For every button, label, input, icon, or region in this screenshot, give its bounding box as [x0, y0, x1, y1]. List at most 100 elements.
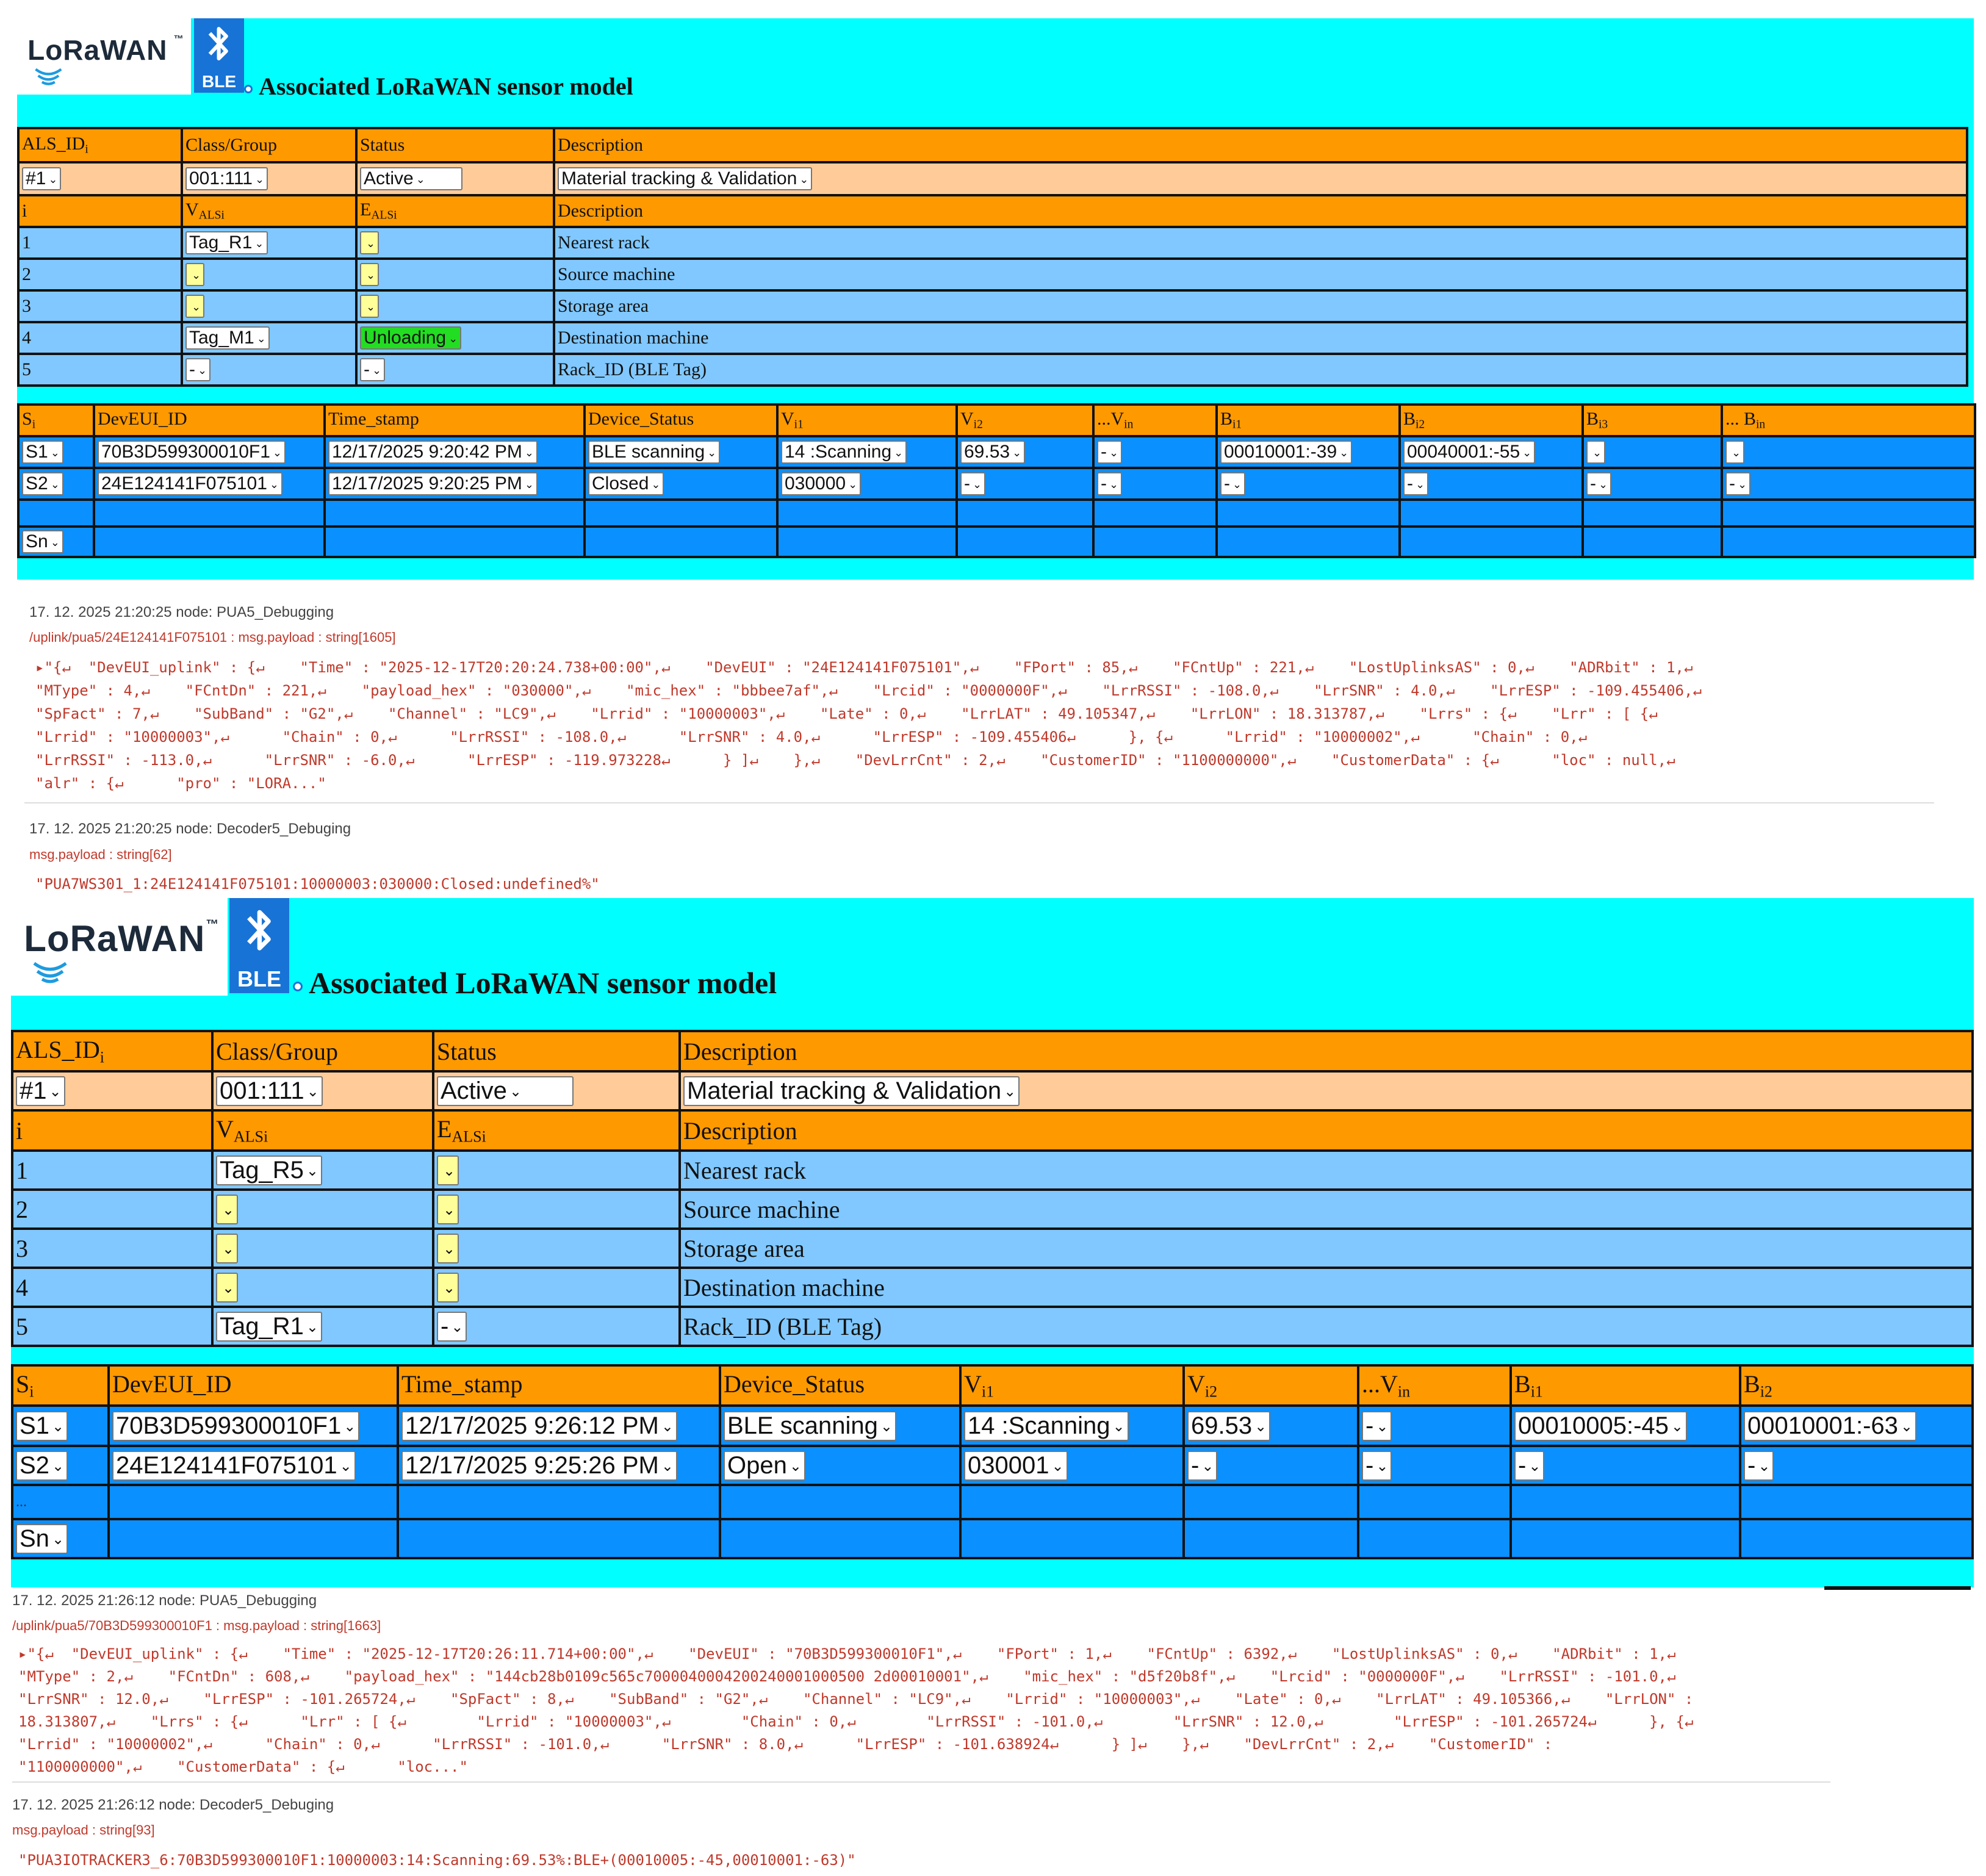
var-index-cell: 1: [17, 226, 183, 260]
sensor-field-select-value: Closed: [592, 473, 649, 494]
var-v-select[interactable]: ⌄: [216, 1194, 239, 1224]
sensor-field-select[interactable]: - ⌄: [1187, 1450, 1218, 1481]
sensor-field-select[interactable]: 69.53 ⌄: [1187, 1411, 1271, 1441]
sensor-field-select[interactable]: 00010001:-63 ⌄: [1744, 1411, 1917, 1441]
als-header-label: Description: [558, 135, 643, 155]
sensor-field-select[interactable]: 12/17/2025 9:20:42 PM ⌄: [328, 440, 538, 464]
var-v-select[interactable]: Tag_R1 ⌄: [216, 1311, 322, 1342]
panel-bottom: LoRaWAN ™ BLE Associated LoRaWAN sensor …: [11, 898, 1974, 1587]
sensor-field-select[interactable]: 70B3D599300010F1 ⌄: [112, 1411, 360, 1441]
sensor-field-select[interactable]: S2 ⌄: [16, 1450, 68, 1481]
var-header-i-label: i: [22, 201, 27, 221]
var-v-select[interactable]: ⌄: [185, 263, 205, 286]
debug-log-payload[interactable]: "PUA3IOTRACKER3_6:70B3D599300010F1:10000…: [18, 1849, 856, 1872]
sensor-field-select[interactable]: 69.53 ⌄: [960, 440, 1026, 464]
var-v-cell: Tag_R1 ⌄: [211, 1306, 434, 1347]
var-v-cell: ⌄: [211, 1227, 434, 1269]
sensor-select[interactable]: Sn ⌄: [22, 530, 63, 553]
sensor-cell: [1581, 525, 1723, 558]
var-v-select[interactable]: ⌄: [216, 1272, 239, 1303]
sensor-field-select[interactable]: - ⌄: [1362, 1411, 1392, 1441]
sensor-field-select[interactable]: 14 :Scanning ⌄: [964, 1411, 1129, 1441]
debug-log-payload[interactable]: ▸"{↵ "DevEUI_uplink" : {↵ "Time" : "2025…: [18, 1643, 1693, 1778]
var-e-select[interactable]: ⌄: [360, 231, 380, 254]
sensor-field-select[interactable]: 14 :Scanning ⌄: [781, 440, 907, 464]
var-e-select[interactable]: ⌄: [360, 263, 380, 286]
var-e-select-value: Unloading: [364, 328, 447, 348]
sensor-field-select[interactable]: - ⌄: [1586, 472, 1612, 495]
class-group-select[interactable]: 001:111 ⌄: [216, 1076, 323, 1106]
description-select[interactable]: Material tracking & Validation ⌄: [683, 1076, 1020, 1106]
als-id-select[interactable]: #1 ⌄: [16, 1076, 65, 1106]
sensor-field-select[interactable]: - ⌄: [1725, 472, 1751, 495]
sensor-cell: [1182, 1484, 1359, 1520]
sensor-field-select[interactable]: 12/17/2025 9:25:26 PM ⌄: [401, 1450, 677, 1481]
table-row: 1 Tag_R1 ⌄ ⌄ Nearest rack: [17, 226, 1968, 260]
sensor-field-select[interactable]: - ⌄: [960, 472, 986, 495]
sensor-field-select[interactable]: S2 ⌄: [22, 472, 63, 495]
sensor-field-select[interactable]: - ⌄: [1097, 472, 1123, 495]
var-e-select[interactable]: Unloading ⌄: [360, 326, 462, 350]
sensor-field-select[interactable]: 24E124141F075101 ⌄: [98, 472, 283, 495]
status-select[interactable]: Active ⌄: [437, 1076, 574, 1106]
sensor-field-select[interactable]: 12/17/2025 9:20:25 PM ⌄: [328, 472, 538, 495]
sensor-field-select[interactable]: 030001 ⌄: [964, 1450, 1068, 1481]
sensor-field-select[interactable]: 00040001:-55 ⌄: [1403, 440, 1536, 464]
sensor-field-select-value: -: [1365, 1451, 1374, 1479]
sensor-field-select[interactable]: - ⌄: [1514, 1450, 1545, 1481]
sensor-field-select[interactable]: BLE scanning ⌄: [588, 440, 721, 464]
als-id-select[interactable]: #1 ⌄: [22, 167, 62, 190]
var-e-select[interactable]: ⌄: [437, 1233, 459, 1263]
sensor-field-select[interactable]: BLE scanning ⌄: [724, 1411, 896, 1441]
sensor-field-select[interactable]: Open ⌄: [724, 1450, 805, 1481]
sensor-cell: 12/17/2025 9:20:42 PM ⌄: [323, 435, 586, 469]
var-e-select[interactable]: ⌄: [437, 1272, 459, 1303]
subscript: ALSi: [198, 209, 225, 222]
sensor-field-select[interactable]: - ⌄: [1220, 472, 1246, 495]
var-e-select[interactable]: ⌄: [437, 1155, 459, 1185]
sensor-cell: [323, 498, 586, 528]
sensor-field-select[interactable]: - ⌄: [1097, 440, 1123, 464]
var-v-select[interactable]: Tag_M1 ⌄: [185, 326, 270, 350]
sensor-field-select[interactable]: 24E124141F075101 ⌄: [112, 1450, 356, 1481]
var-v-select[interactable]: Tag_R5 ⌄: [216, 1155, 322, 1185]
var-header-e-label: E: [437, 1115, 452, 1143]
sensor-field-select[interactable]: 00010005:-45 ⌄: [1514, 1411, 1688, 1441]
subscript: i2: [1204, 1382, 1218, 1401]
var-e-select[interactable]: - ⌄: [360, 358, 386, 381]
sensor-field-select[interactable]: 12/17/2025 9:26:12 PM ⌄: [401, 1411, 677, 1441]
var-v-select-value: Tag_R1: [189, 232, 253, 253]
var-v-select[interactable]: - ⌄: [185, 358, 211, 381]
status-select[interactable]: Active ⌄: [360, 167, 462, 190]
class-group-select[interactable]: 001:111 ⌄: [185, 167, 268, 190]
sensor-select[interactable]: Sn ⌄: [16, 1523, 68, 1554]
sensor-field-select[interactable]: 030000 ⌄: [781, 472, 862, 495]
var-v-select[interactable]: Tag_R1 ⌄: [185, 231, 268, 254]
sensor-field-select[interactable]: ⌄: [1586, 440, 1606, 464]
var-v-select[interactable]: ⌄: [216, 1233, 239, 1263]
sensor-cell: - ⌄: [1721, 467, 1976, 501]
sensor-header-label: Device_Status: [588, 409, 694, 429]
sensor-cell: 14 :Scanning ⌄: [776, 435, 958, 469]
sensor-cell: - ⌄: [1509, 1445, 1741, 1486]
sensor-field-select[interactable]: S1 ⌄: [16, 1411, 68, 1441]
sensor-field-select[interactable]: - ⌄: [1362, 1450, 1392, 1481]
description-select[interactable]: Material tracking & Validation ⌄: [558, 167, 813, 190]
chevron-down-icon: ⌄: [51, 1458, 65, 1475]
sensor-cell: [1509, 1484, 1741, 1520]
sensor-field-select[interactable]: Closed ⌄: [588, 472, 664, 495]
table-row: ...: [11, 1484, 1974, 1520]
sensor-field-select[interactable]: - ⌄: [1744, 1450, 1774, 1481]
chevron-down-icon: ⌄: [799, 173, 809, 185]
sensor-field-select[interactable]: 00010001:-39 ⌄: [1220, 440, 1353, 464]
sensor-field-select[interactable]: ⌄: [1725, 440, 1745, 464]
var-e-select[interactable]: ⌄: [437, 1194, 459, 1224]
debug-log-payload[interactable]: ▸"{↵ "DevEUI_uplink" : {↵ "Time" : "2025…: [35, 656, 1702, 795]
debug-log-payload[interactable]: "PUA7WS301_1:24E124141F075101:10000003:0…: [35, 872, 600, 896]
var-e-select[interactable]: - ⌄: [437, 1311, 467, 1342]
sensor-field-select[interactable]: - ⌄: [1403, 472, 1429, 495]
sensor-field-select[interactable]: 70B3D599300010F1 ⌄: [98, 440, 286, 464]
var-v-select[interactable]: ⌄: [185, 295, 205, 318]
var-e-select[interactable]: ⌄: [360, 295, 380, 318]
sensor-field-select[interactable]: S1 ⌄: [22, 440, 63, 464]
